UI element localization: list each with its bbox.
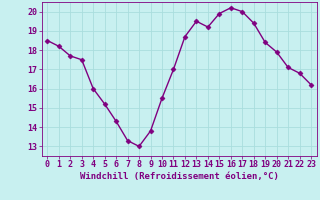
X-axis label: Windchill (Refroidissement éolien,°C): Windchill (Refroidissement éolien,°C) — [80, 172, 279, 181]
